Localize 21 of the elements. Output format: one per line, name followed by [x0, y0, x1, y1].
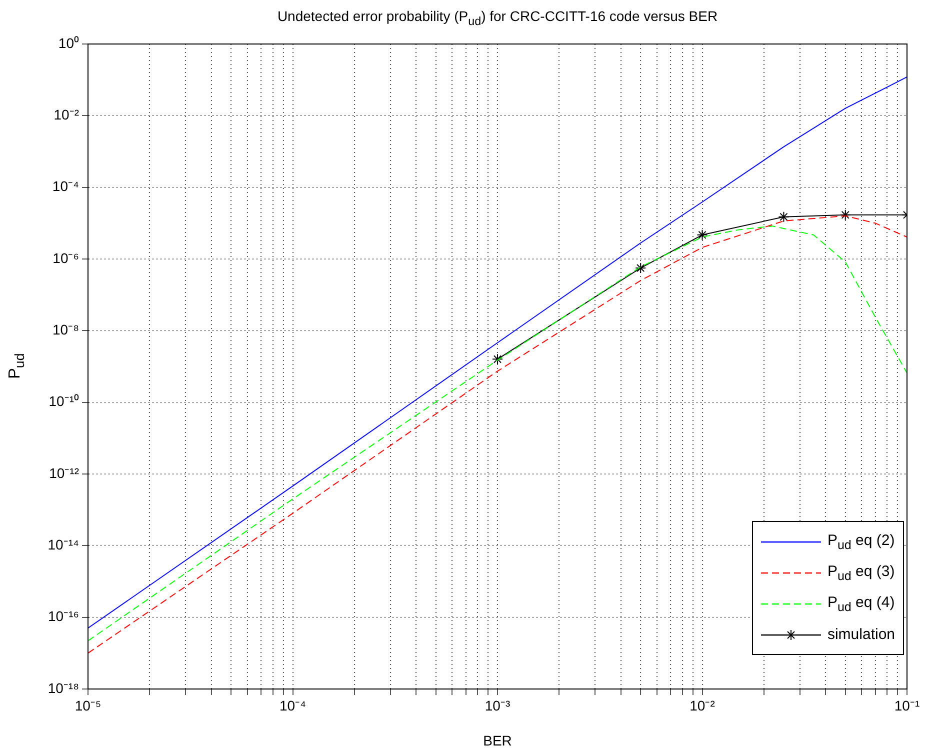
y-tick-label: 10⁻¹⁸	[48, 680, 80, 696]
x-tick-label: 10⁻³	[484, 697, 510, 714]
y-tick-label: 10⁻¹⁶	[48, 608, 79, 624]
x-axis-title: BER	[483, 732, 512, 748]
y-tick-label: 10⁻⁸	[52, 322, 80, 338]
legend-label: P$_{ud}$ eq (2)	[827, 532, 895, 552]
y-tick-label: 10⁻¹⁰	[48, 393, 79, 410]
y-tick-label: 10⁻²	[54, 106, 80, 123]
y-tick-label: 10⁻⁴	[52, 178, 79, 194]
legend-label: simulation	[827, 626, 895, 643]
y-tick-label: 10⁻¹⁴	[48, 536, 79, 553]
x-tick-label: 10⁻⁵	[74, 697, 102, 714]
x-tick-label: 10⁻⁴	[279, 697, 306, 714]
legend-label: P$_{ud}$ eq (4)	[827, 594, 895, 614]
y-tick-label: 10⁻⁶	[52, 250, 79, 266]
y-tick-label: 10⁻¹²	[49, 464, 80, 481]
x-tick-label: 10⁻¹	[894, 697, 920, 714]
legend-label: P$_{ud}$ eq (3)	[827, 562, 895, 582]
y-tick-label: 10⁰	[58, 34, 79, 51]
x-tick-label: 10⁻²	[690, 697, 716, 714]
chart-title: Undetected error probability (P$_{ud}$) for CRC-CCITT-16 code versus BER	[276, 8, 719, 28]
